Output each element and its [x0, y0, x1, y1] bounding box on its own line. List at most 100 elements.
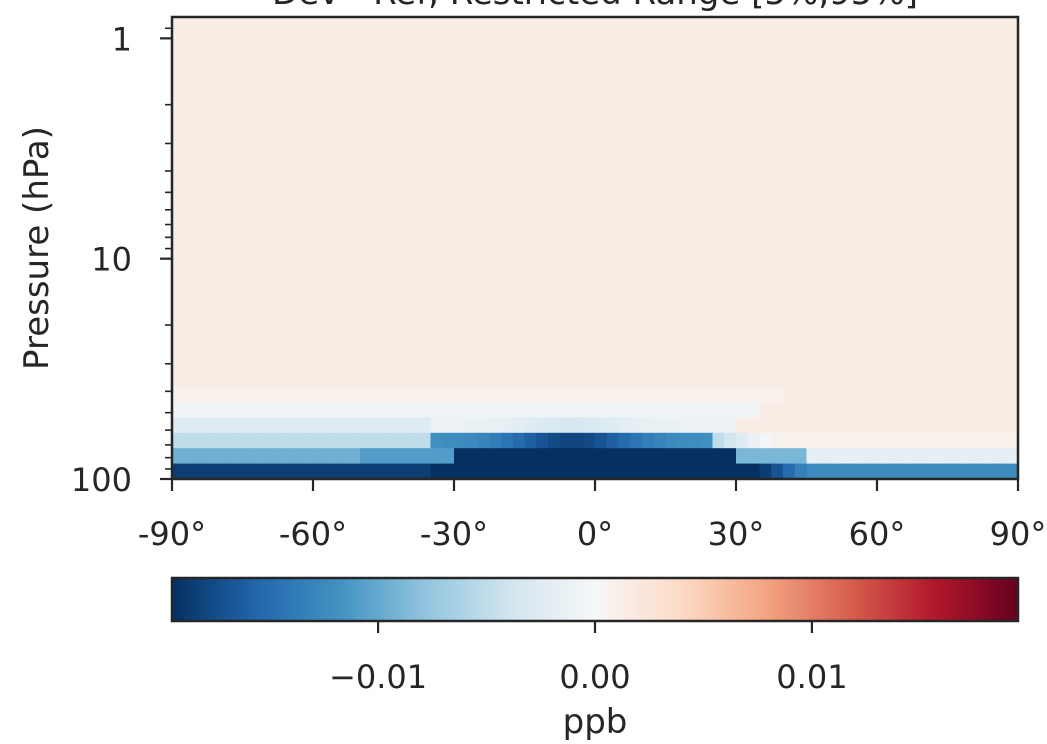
heatmap-cell	[900, 32, 913, 49]
heatmap-cell	[759, 448, 772, 465]
heatmap-cell	[877, 309, 890, 326]
heatmap-cell	[207, 417, 220, 434]
heatmap-cell	[583, 32, 596, 49]
heatmap-cell	[959, 386, 972, 403]
heatmap-cell	[571, 201, 584, 218]
heatmap-cell	[183, 278, 197, 295]
heatmap-cell	[242, 309, 255, 326]
heatmap-cell	[912, 171, 925, 187]
heatmap-cell	[982, 294, 996, 311]
heatmap-cell	[442, 186, 455, 203]
heatmap-cell	[430, 278, 443, 295]
heatmap-cell	[289, 201, 302, 218]
heatmap-cell	[689, 186, 702, 203]
heatmap-cell	[630, 171, 643, 187]
heatmap-cell	[888, 340, 902, 357]
heatmap-cell	[853, 248, 866, 264]
heatmap-cell	[277, 448, 291, 465]
heatmap-cell	[301, 263, 314, 280]
heatmap-cell	[689, 432, 702, 449]
heatmap-cell	[383, 432, 396, 449]
heatmap-cell	[571, 432, 584, 449]
heatmap-cell	[630, 386, 643, 403]
heatmap-cell	[618, 232, 631, 249]
heatmap-cell	[277, 402, 291, 418]
heatmap-cell	[395, 248, 408, 264]
heatmap-cell	[324, 47, 338, 64]
heatmap-cell	[618, 109, 631, 126]
heatmap-cell	[947, 232, 960, 249]
heatmap-cell	[465, 294, 479, 311]
heatmap-cell	[219, 278, 232, 295]
heatmap-cell	[172, 140, 185, 157]
heatmap-cell	[489, 371, 502, 388]
heatmap-cell	[348, 186, 361, 203]
heatmap-cell	[747, 201, 761, 218]
heatmap-cell	[677, 309, 690, 326]
heatmap-cell	[724, 248, 737, 264]
heatmap-cell	[653, 432, 667, 449]
heatmap-cell	[230, 78, 244, 95]
heatmap-cell	[982, 355, 996, 372]
heatmap-cell	[395, 140, 408, 157]
heatmap-cell	[677, 155, 690, 172]
heatmap-cell	[313, 109, 326, 126]
heatmap-cell	[465, 340, 479, 357]
heatmap-cell	[865, 309, 878, 326]
heatmap-cell	[759, 371, 772, 388]
heatmap-cell	[912, 340, 925, 357]
heatmap-cell	[313, 78, 326, 95]
heatmap-cell	[407, 140, 420, 157]
heatmap-cell	[959, 155, 972, 172]
heatmap-cell	[677, 217, 690, 234]
heatmap-cell	[724, 155, 737, 172]
heatmap-cell	[947, 171, 960, 187]
heatmap-cell	[642, 78, 655, 95]
heatmap-cell	[724, 63, 737, 80]
heatmap-cell	[465, 309, 479, 326]
heatmap-cell	[959, 63, 972, 80]
heatmap-cell	[289, 325, 302, 341]
heatmap-cell	[583, 155, 596, 172]
heatmap-cell	[571, 94, 584, 110]
heatmap-cell	[736, 94, 749, 110]
heatmap-cell	[665, 463, 678, 479]
heatmap-cell	[677, 248, 690, 264]
heatmap-cell	[665, 263, 678, 280]
heatmap-cell	[207, 171, 220, 187]
heatmap-cell	[642, 325, 655, 341]
heatmap-cell	[994, 309, 1007, 326]
heatmap-cell	[195, 109, 208, 126]
heatmap-cell	[747, 32, 761, 49]
heatmap-cell	[959, 94, 972, 110]
heatmap-cell	[454, 78, 467, 95]
heatmap-cell	[336, 371, 349, 388]
heatmap-cell	[548, 263, 561, 280]
heatmap-cell	[183, 448, 197, 465]
heatmap-cell	[841, 232, 855, 249]
heatmap-cell	[642, 448, 655, 465]
heatmap-cell	[242, 63, 255, 80]
x-tick-label: 0°	[577, 515, 613, 553]
heatmap-cell	[477, 325, 490, 341]
heatmap-cell	[277, 309, 291, 326]
heatmap-cell	[489, 278, 502, 295]
heatmap-cell	[336, 248, 349, 264]
heatmap-cell	[242, 232, 255, 249]
heatmap-cell	[501, 278, 514, 295]
heatmap-cell	[971, 309, 984, 326]
colorbar	[170, 576, 1020, 623]
heatmap-cell	[430, 309, 443, 326]
heatmap-cell	[700, 63, 714, 80]
heatmap-cell	[783, 17, 796, 33]
heatmap-cell	[618, 47, 631, 64]
heatmap-cell	[454, 248, 467, 264]
heatmap-cell	[501, 17, 514, 33]
y-tick-label: 100	[71, 461, 132, 499]
heatmap-cell	[771, 32, 784, 49]
heatmap-cell	[736, 248, 749, 264]
heatmap-cell	[888, 463, 902, 479]
heatmap-cell	[971, 63, 984, 80]
heatmap-cell	[947, 402, 960, 418]
heatmap-cell	[195, 201, 208, 218]
